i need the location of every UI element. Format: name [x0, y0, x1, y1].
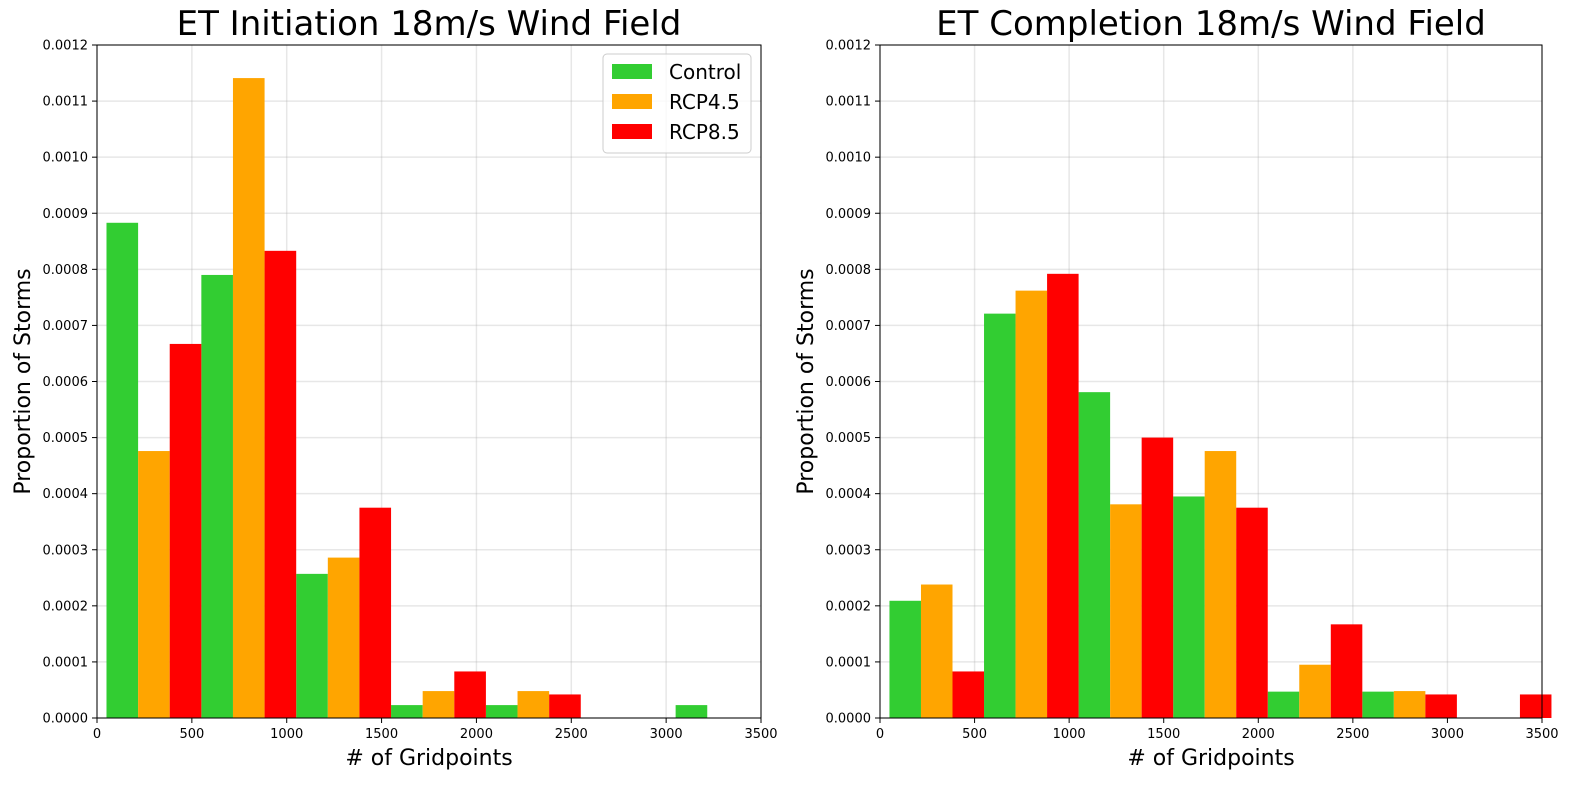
bar-rcp8-5: [549, 694, 581, 718]
bar-control: [106, 222, 139, 718]
y-tick-label: 0.0009: [43, 207, 89, 222]
x-tick-label: 0: [876, 727, 884, 742]
legend-swatch: [612, 94, 652, 109]
bar-control: [675, 705, 708, 718]
bar-rcp4-5: [1110, 504, 1142, 718]
y-tick-label: 0.0006: [43, 375, 89, 390]
x-tick-label: 3000: [1431, 727, 1464, 742]
bar-rcp8-5: [1425, 694, 1457, 718]
y-tick-label: 0.0012: [43, 39, 89, 54]
y-axis-label: Proportion of Storms: [794, 268, 819, 494]
y-tick-label: 0.0011: [43, 95, 89, 110]
x-tick-label: 1500: [365, 727, 398, 742]
y-tick-label: 0.0004: [43, 487, 89, 502]
legend-label: Control: [669, 60, 741, 84]
x-tick-label: 2000: [1242, 727, 1275, 742]
bar-rcp4-5: [1299, 664, 1331, 718]
bar-rcp4-5: [920, 584, 953, 718]
x-tick-label: 500: [179, 727, 204, 742]
legend-label: RCP8.5: [669, 120, 740, 144]
x-tick-label: 2000: [460, 727, 493, 742]
y-tick-label: 0.0007: [43, 319, 89, 334]
x-tick-label: 0: [93, 727, 101, 742]
bar-rcp8-5: [1047, 273, 1079, 718]
bar-control: [1078, 392, 1111, 718]
legend-label: RCP4.5: [669, 90, 740, 114]
bar-rcp4-5: [1393, 691, 1426, 718]
bar-control: [889, 600, 921, 718]
y-tick-label: 0.0001: [826, 655, 872, 670]
x-axis-label: # of Gridpoints: [1127, 746, 1294, 771]
chart-et-initiation: 0.0000 0.0001 0.0002 0.0003 0.0004 0.0005 0.00…: [11, 4, 778, 771]
legend-swatch: [612, 64, 652, 79]
bar-rcp8-5: [1236, 507, 1268, 718]
bar-control: [1362, 691, 1394, 718]
bar-rcp4-5: [232, 78, 265, 718]
legend: Control RCP4.5 RCP8.5: [602, 53, 752, 154]
bar-rcp4-5: [138, 451, 170, 718]
bar-rcp8-5: [1519, 694, 1552, 718]
chart-title: ET Initiation 18m/s Wind Field: [177, 4, 682, 44]
x-tick-label: 1000: [270, 727, 303, 742]
bar-control: [296, 573, 328, 718]
bar-control: [201, 274, 233, 718]
bar-rcp4-5: [1015, 290, 1048, 718]
y-tick-label: 0.0005: [43, 431, 89, 446]
y-tick-label: 0.0005: [826, 431, 872, 446]
y-tick-label: 0.0010: [43, 151, 89, 166]
y-tick-label: 0.0000: [43, 712, 89, 727]
bar-rcp8-5: [1141, 437, 1174, 718]
bar-rcp8-5: [359, 507, 392, 718]
bar-control: [485, 705, 518, 718]
bar-control: [1267, 691, 1300, 718]
y-tick-label: 0.0003: [826, 543, 872, 558]
y-tick-label: 0.0000: [826, 712, 872, 727]
bar-rcp4-5: [327, 557, 360, 718]
bar-rcp8-5: [454, 671, 486, 718]
bar-rcp4-5: [422, 691, 455, 718]
x-tick-label: 3500: [744, 727, 777, 742]
y-tick-label: 0.0010: [826, 151, 872, 166]
bar-control: [1173, 496, 1205, 718]
x-tick-label: 3000: [650, 727, 683, 742]
x-tick-label: 1000: [1053, 727, 1086, 742]
y-tick-label: 0.0006: [826, 375, 872, 390]
bar-rcp4-5: [517, 691, 550, 718]
y-axis-label: Proportion of Storms: [11, 268, 36, 494]
bar-rcp8-5: [1330, 624, 1363, 718]
y-tick-label: 0.0008: [43, 263, 89, 278]
x-tick-label: 2500: [1336, 727, 1369, 742]
legend-swatch: [612, 124, 652, 139]
chart-title: ET Completion 18m/s Wind Field: [936, 4, 1486, 44]
bar-rcp4-5: [1204, 451, 1237, 718]
x-tick-label: 3500: [1525, 727, 1558, 742]
bar-control: [984, 313, 1016, 718]
bar-rcp8-5: [264, 250, 297, 718]
y-tick-label: 0.0011: [826, 95, 872, 110]
x-axis-label: # of Gridpoints: [345, 746, 512, 771]
y-tick-label: 0.0002: [43, 599, 89, 614]
y-tick-label: 0.0012: [826, 39, 872, 54]
x-tick-label: 2500: [555, 727, 588, 742]
y-tick-label: 0.0008: [826, 263, 872, 278]
y-tick-label: 0.0003: [43, 543, 89, 558]
y-tick-label: 0.0002: [826, 599, 872, 614]
x-tick-label: 1500: [1147, 727, 1180, 742]
bar-rcp8-5: [169, 343, 202, 718]
chart-et-completion: 0.0000 0.0001 0.0002 0.0003 0.0004 0.0005 0.00…: [794, 4, 1559, 771]
y-tick-label: 0.0001: [43, 655, 89, 670]
bar-rcp8-5: [952, 671, 985, 718]
bar-control: [391, 705, 423, 718]
y-tick-label: 0.0004: [826, 487, 872, 502]
y-tick-label: 0.0009: [826, 207, 872, 222]
y-tick-label: 0.0007: [826, 319, 872, 334]
x-tick-label: 500: [962, 727, 987, 742]
